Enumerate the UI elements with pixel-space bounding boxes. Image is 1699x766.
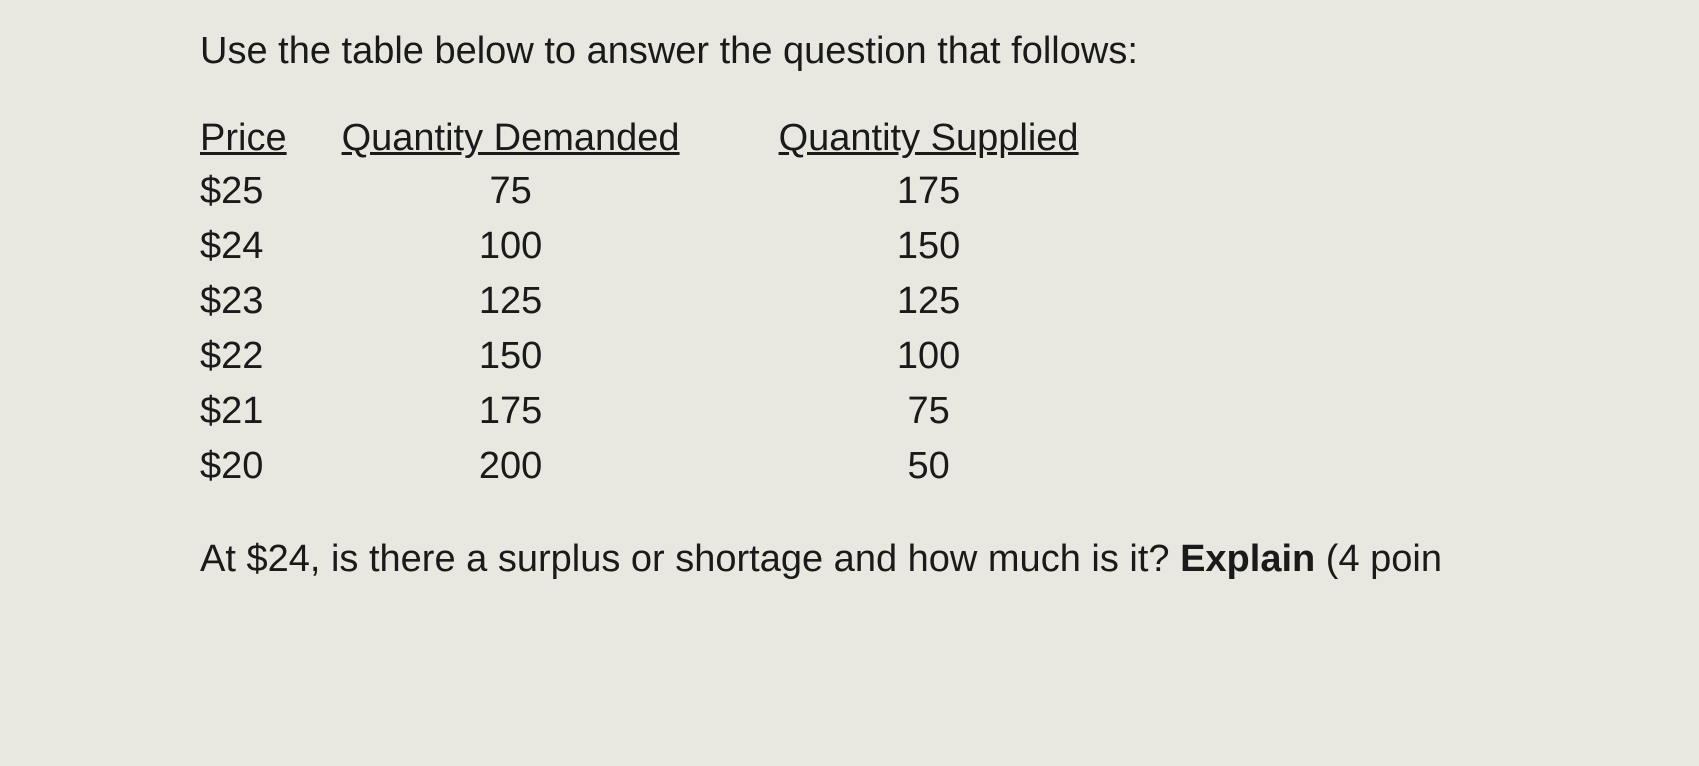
col-header-price: Price — [200, 113, 297, 164]
qd-cell: 150 — [297, 329, 725, 384]
table-row: $24 100 150 — [200, 219, 1133, 274]
qd-cell: 75 — [297, 164, 725, 219]
explain-label: Explain — [1180, 538, 1315, 580]
qs-cell: 125 — [725, 274, 1133, 329]
price-cell: $23 — [200, 274, 297, 329]
qs-cell: 175 — [725, 164, 1133, 219]
price-cell: $20 — [200, 439, 297, 494]
supply-demand-table: Price Quantity Demanded Quantity Supplie… — [200, 113, 1133, 494]
qd-cell: 200 — [297, 439, 725, 494]
qd-cell: 125 — [297, 274, 725, 329]
question-prefix: At $24, is there a surplus or shortage a… — [200, 538, 1180, 580]
qd-cell: 100 — [297, 219, 725, 274]
qs-cell: 100 — [725, 329, 1133, 384]
table-row: $20 200 50 — [200, 439, 1133, 494]
points-suffix: (4 poin — [1315, 538, 1442, 580]
price-cell: $21 — [200, 384, 297, 439]
worksheet-page: Use the table below to answer the questi… — [0, 0, 1499, 581]
price-cell: $24 — [200, 219, 297, 274]
table-header-row: Price Quantity Demanded Quantity Supplie… — [200, 113, 1133, 164]
table-row: $22 150 100 — [200, 329, 1133, 384]
table-row: $25 75 175 — [200, 164, 1133, 219]
col-header-quantity-demanded: Quantity Demanded — [297, 113, 725, 164]
table-row: $21 175 75 — [200, 384, 1133, 439]
price-cell: $25 — [200, 164, 297, 219]
table-row: $23 125 125 — [200, 274, 1133, 329]
intro-text: Use the table below to answer the questi… — [200, 30, 1499, 73]
qs-cell: 50 — [725, 439, 1133, 494]
qs-cell: 75 — [725, 384, 1133, 439]
question-text: At $24, is there a surplus or shortage a… — [200, 538, 1499, 581]
qd-cell: 175 — [297, 384, 725, 439]
qs-cell: 150 — [725, 219, 1133, 274]
col-header-quantity-supplied: Quantity Supplied — [725, 113, 1133, 164]
price-cell: $22 — [200, 329, 297, 384]
